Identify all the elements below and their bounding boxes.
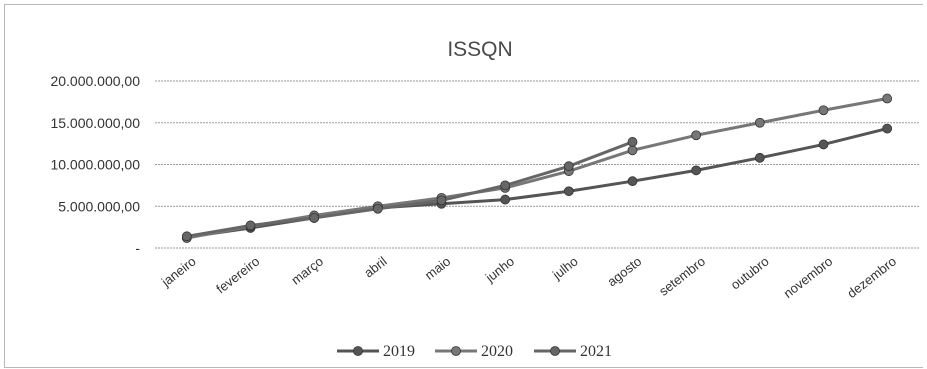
- x-tick-label: setembro: [656, 254, 708, 299]
- series-2019: [181, 123, 893, 243]
- data-point: [754, 117, 765, 128]
- data-point: [563, 186, 574, 197]
- data-point: [818, 139, 829, 150]
- legend-swatch-marker: [353, 346, 363, 356]
- data-point: [818, 105, 829, 116]
- data-point: [627, 145, 638, 156]
- x-tick-label: janeiro: [158, 254, 199, 290]
- y-tick-label: 10.000.000,00: [50, 157, 140, 173]
- x-tick-label: abril: [361, 253, 390, 280]
- data-point: [245, 220, 256, 231]
- legend-swatch-marker: [451, 346, 461, 356]
- legend-label: 2019: [383, 343, 415, 360]
- y-tick-label: -: [135, 240, 140, 256]
- data-point: [181, 231, 192, 242]
- x-tick-label: março: [288, 254, 326, 288]
- x-axis-ticks: janeiro fevereiro março abril maio junho julho…: [158, 253, 899, 300]
- legend-item-2019: 2019: [337, 343, 415, 360]
- x-tick-label: dezembro: [844, 254, 899, 301]
- data-point: [754, 152, 765, 163]
- chart-frame: ISSQN - 5.000.000,00 10.000.000,00 15.000.0…: [4, 4, 923, 368]
- x-tick-label: junho: [482, 254, 517, 286]
- data-point: [627, 137, 638, 147]
- y-axis-ticks: - 5.000.000,00 10.000.000,00 15.000.000,00 2…: [50, 73, 140, 256]
- data-point: [500, 194, 511, 205]
- series-lines: [181, 93, 893, 243]
- data-point: [436, 195, 447, 206]
- x-tick-label: fevereiro: [213, 254, 262, 297]
- data-point: [627, 176, 638, 187]
- x-tick-label: julho: [549, 254, 581, 283]
- y-tick-label: 5.000.000,00: [58, 198, 140, 214]
- data-point: [691, 165, 702, 176]
- series-line: [186, 140, 634, 238]
- legend-swatch-marker: [550, 346, 560, 356]
- data-point: [563, 161, 574, 172]
- series-2021: [181, 137, 638, 242]
- x-tick-label: novembro: [781, 254, 836, 301]
- x-tick-label: agosto: [604, 254, 644, 290]
- data-point: [882, 93, 893, 104]
- x-tick-label: maio: [422, 254, 453, 283]
- chart-title: ISSQN: [447, 38, 512, 61]
- y-tick-label: 20.000.000,00: [50, 73, 140, 89]
- y-tick-label: 15.000.000,00: [50, 115, 140, 131]
- legend-item-2020: 2020: [435, 343, 513, 360]
- data-point: [372, 203, 383, 214]
- legend-item-2021: 2021: [534, 343, 612, 360]
- gridlines: [155, 80, 919, 249]
- legend-label: 2021: [580, 343, 612, 360]
- legend: 2019 2020 2021: [337, 343, 612, 360]
- legend-label: 2020: [481, 343, 513, 360]
- data-point: [309, 213, 320, 223]
- series-line: [186, 97, 888, 240]
- data-point: [882, 123, 893, 134]
- data-point: [500, 180, 511, 191]
- x-tick-label: outubro: [728, 254, 772, 293]
- chart-svg: ISSQN - 5.000.000,00 10.000.000,00 15.000.0…: [50, 38, 919, 360]
- data-point: [691, 130, 702, 141]
